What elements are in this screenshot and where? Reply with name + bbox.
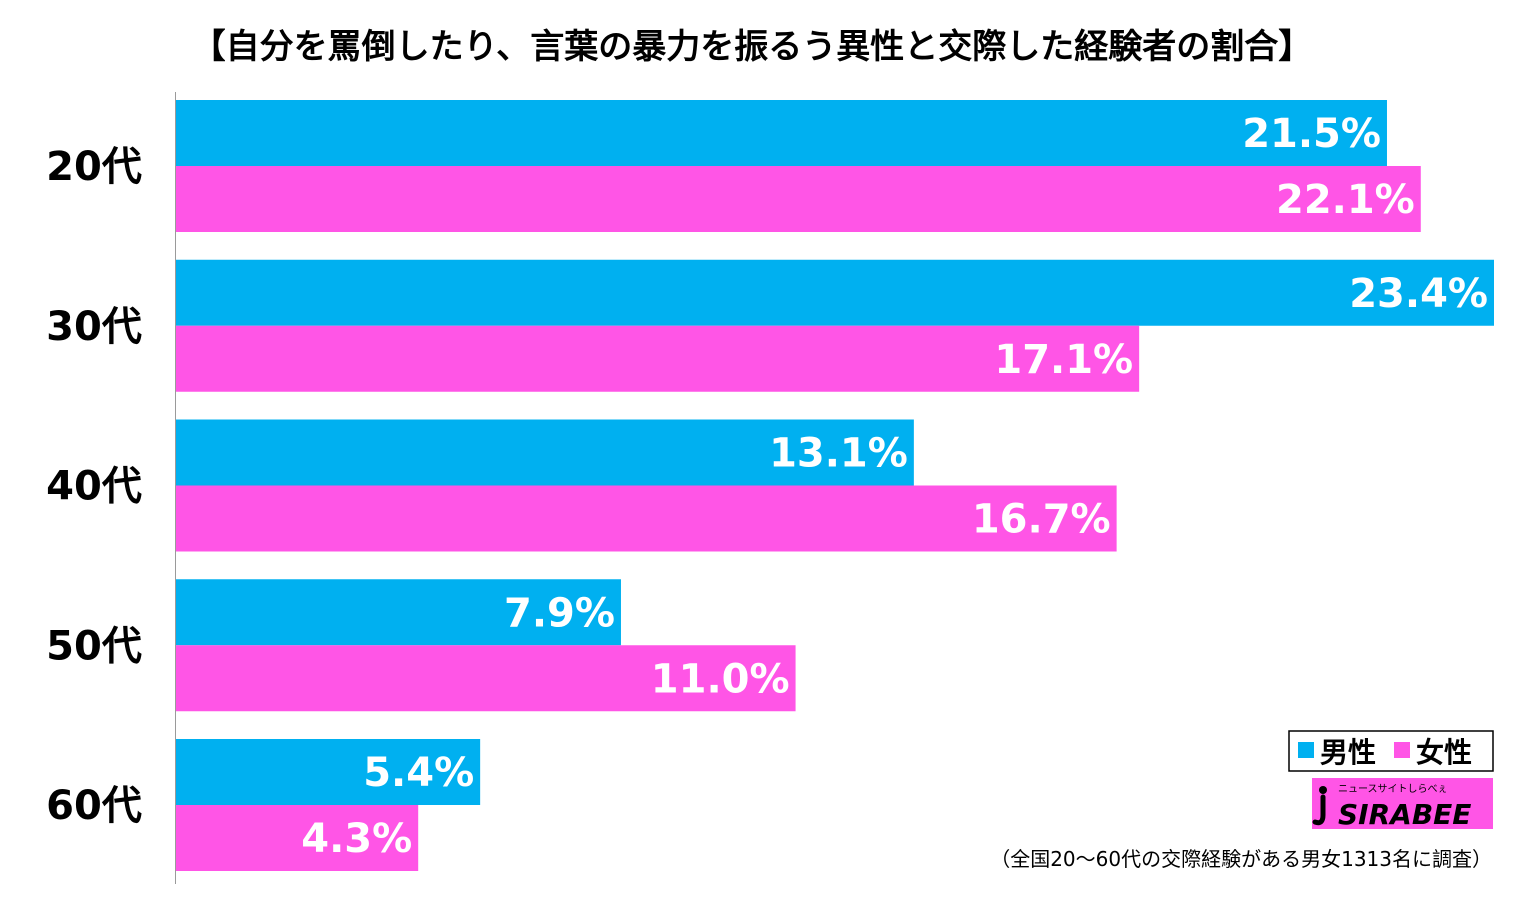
bar-male-20s (176, 100, 1387, 166)
bar-female-30s (176, 325, 1140, 392)
legend-frame (1288, 730, 1494, 772)
bar-male-40s (176, 419, 914, 486)
logo-i-hook-icon (1312, 794, 1326, 826)
value-label-male-20s: 21.5% (1242, 111, 1381, 157)
logo-background (1312, 778, 1493, 829)
bar-male-30s (176, 259, 1494, 326)
value-label-female-40s: 16.7% (972, 497, 1111, 543)
value-label-male-40s: 13.1% (769, 431, 908, 477)
category-label-40s: 40代 (46, 464, 142, 510)
bar-female-60s (176, 805, 419, 871)
sirabee-logo: ニュースサイトしらべぇ SIRABEE (1312, 778, 1493, 831)
value-label-male-60s: 5.4% (363, 750, 474, 796)
legend-label-male: 男性 (1320, 736, 1376, 769)
value-label-male-50s: 7.9% (504, 590, 615, 636)
chart-title: 【自分を罵倒したり、言葉の暴力を振るう異性と交際した経験者の割合】 (192, 27, 1313, 67)
bar-male-60s (176, 739, 481, 805)
value-label-female-20s: 22.1% (1276, 177, 1415, 223)
survey-note: （全国20～60代の交際経験がある男女1313名に調査） (990, 847, 1492, 871)
category-label-50s: 50代 (46, 623, 142, 669)
plot-area: 20代 21.5% 22.1% 30代 23.4% 17.1% 40代 13.1% 16.7% 5… (46, 100, 1494, 871)
legend-swatch-male (1298, 742, 1314, 758)
logo-tagline: ニュースサイトしらべぇ (1338, 783, 1448, 795)
bar-male-50s (176, 579, 621, 646)
legend-swatch-female (1394, 742, 1410, 758)
bar-female-40s (176, 485, 1117, 552)
value-label-male-30s: 23.4% (1349, 271, 1488, 317)
bar-female-50s (176, 645, 796, 712)
value-label-female-30s: 17.1% (994, 337, 1133, 383)
legend-label-female: 女性 (1416, 736, 1472, 769)
category-label-20s: 20代 (46, 144, 142, 190)
value-label-female-60s: 4.3% (301, 816, 412, 862)
bar-female-20s (176, 166, 1421, 232)
value-label-female-50s: 11.0% (651, 656, 790, 702)
legend: 男性 女性 (1288, 730, 1494, 772)
category-label-60s: 60代 (46, 783, 142, 829)
logo-i-dot (1319, 786, 1327, 794)
logo-name: SIRABEE (1338, 798, 1471, 831)
category-label-30s: 30代 (46, 304, 142, 350)
